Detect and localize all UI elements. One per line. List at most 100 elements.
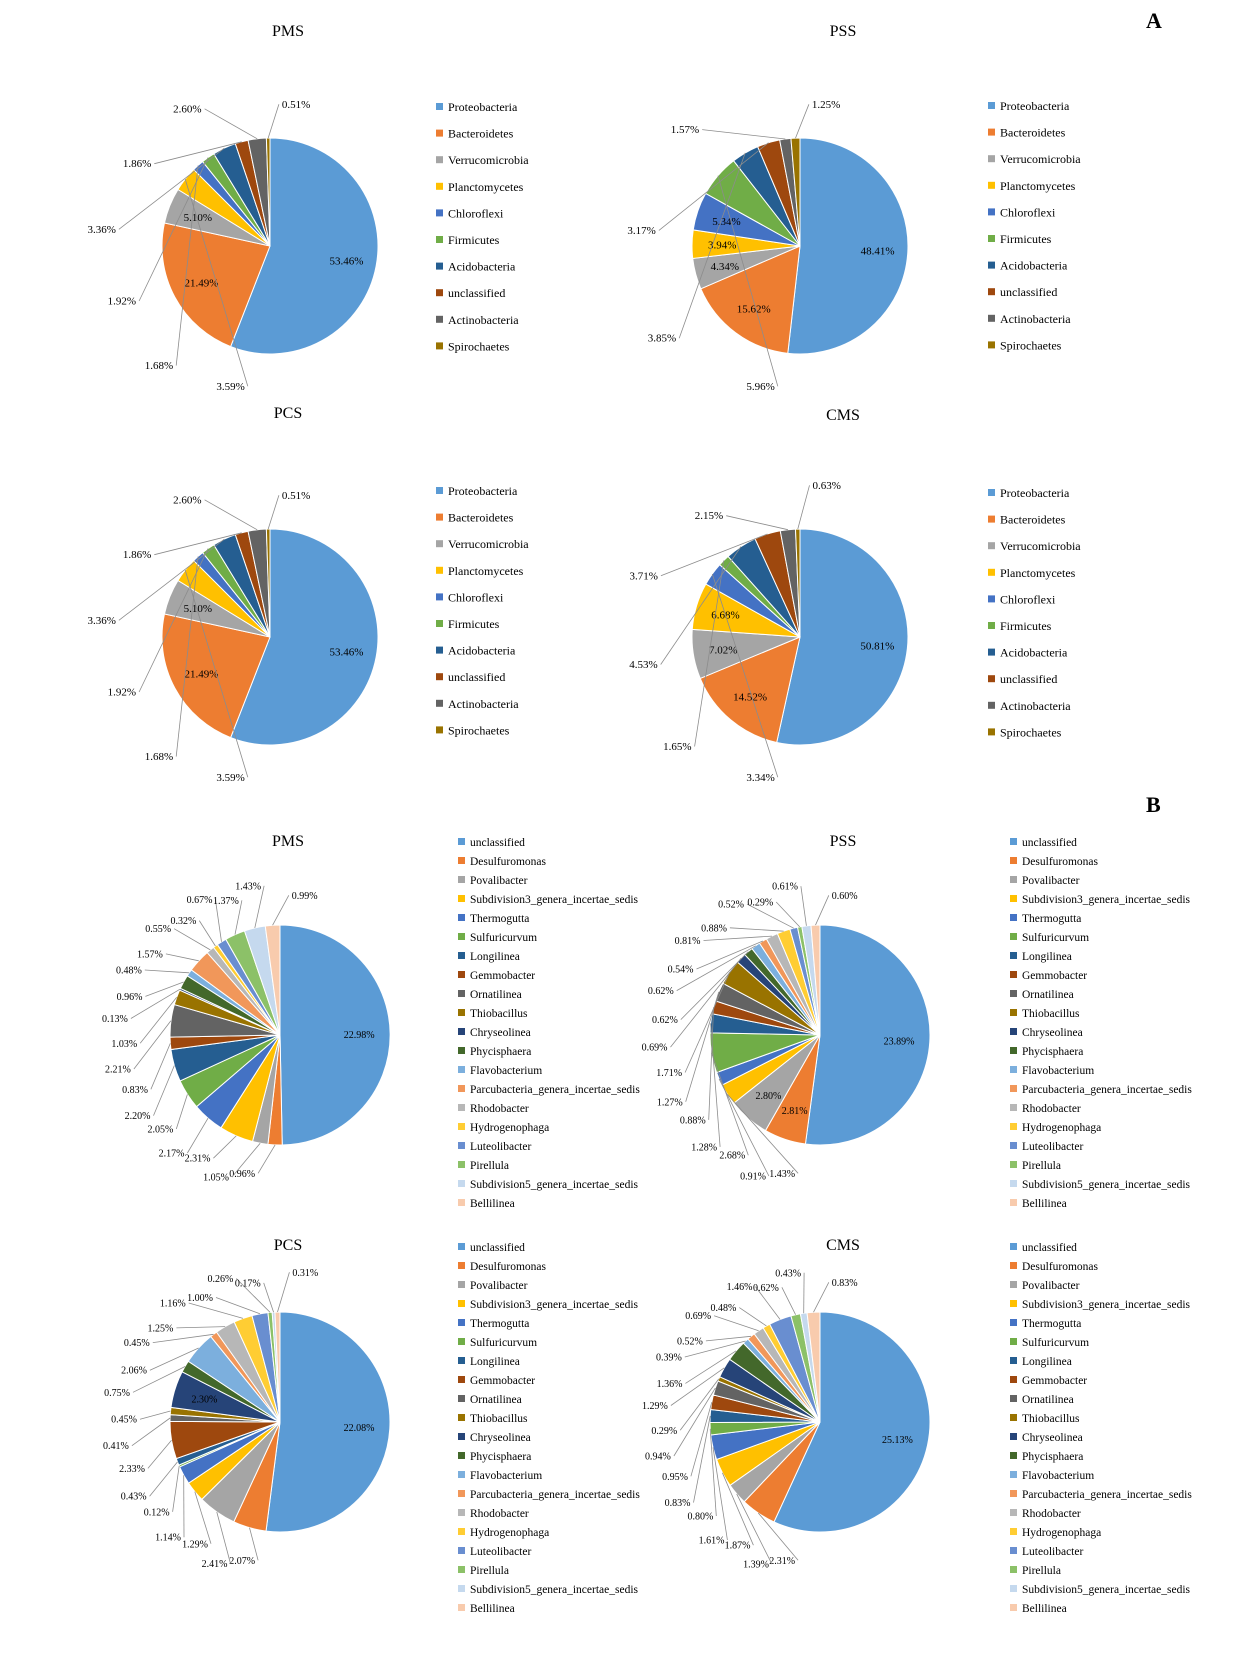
b-pcs-title: PCS [274, 1237, 302, 1254]
b-cms-legend-pirellula: Pirellula [1022, 1565, 1061, 1577]
b-pms-legend-swatch-desulfuromonas [458, 857, 465, 864]
b-cms-leader-parcubacteria-genera-incertae-sedis [706, 1336, 751, 1341]
b-cms-legend-swatch-longilinea [1010, 1357, 1017, 1364]
b-pss-legend-povalibacter: Povalibacter [1022, 875, 1080, 887]
b-pcs-data-label-povalibacter: 2.41% [202, 1559, 228, 1570]
b-cms-legend-swatch-parcubacteria-genera-incertae-sedis [1010, 1490, 1017, 1497]
b-cms-legend-hydrogenophaga: Hydrogenophaga [1022, 1527, 1101, 1539]
a-pcs-title: PCS [274, 405, 302, 422]
b-pss-legend-swatch-thermogutta [1010, 914, 1017, 921]
b-pms-data-label-gemmobacter: 0.83% [122, 1085, 148, 1096]
b-pss-data-label-luteolibacter: 0.52% [718, 899, 744, 910]
b-pms-legend-swatch-rhodobacter [458, 1104, 465, 1111]
b-pcs-legend-swatch-thermogutta [458, 1319, 465, 1326]
b-pms-legend-swatch-bellilinea [458, 1199, 465, 1206]
a-cms-legend-swatch-verrucomicrobia [988, 542, 995, 549]
b-pcs-legend-swatch-sulfuricurvum [458, 1338, 465, 1345]
b-pcs-legend-flavobacterium: Flavobacterium [470, 1470, 542, 1482]
a-pss-legend-swatch-unclassified [988, 288, 995, 295]
b-cms-data-label-rhodobacter: 0.69% [685, 1311, 711, 1322]
a-pss-data-label-verrucomicrobia: 4.34% [711, 261, 739, 273]
b-cms-leader-rhodobacter [714, 1316, 759, 1331]
b-cms-data-label-sulfuricurvum: 0.80% [687, 1512, 713, 1523]
a-cms-legend-planctomycetes: Planctomycetes [1000, 566, 1076, 580]
b-pcs-data-label-thermogutta: 1.14% [155, 1533, 181, 1544]
a-pms-data-label-spirochaetes: 0.51% [282, 99, 310, 111]
b-pms-leader-longilinea [154, 1066, 175, 1116]
a-pcs-data-label-unclassified: 1.86% [123, 549, 151, 561]
b-pms-leader-subdivision3-genera-incertae-sedis [213, 1136, 236, 1158]
b-pss-legend-swatch-phycisphaera [1010, 1047, 1017, 1054]
b-pcs-legend-gemmobacter: Gemmobacter [470, 1375, 535, 1387]
b-pms-legend-swatch-hydrogenophaga [458, 1123, 465, 1130]
a-pcs-leader-actinobacteria [205, 500, 258, 530]
b-pss-legend-rhodobacter: Rhodobacter [1022, 1103, 1081, 1115]
b-cms-legend-sulfuricurvum: Sulfuricurvum [1022, 1337, 1089, 1349]
a-pcs-legend-swatch-verrucomicrobia [436, 540, 443, 547]
a-cms-data-label-bacteroidetes: 14.52% [733, 692, 767, 704]
b-pms-legend-subdivision3-genera-incertae-sedis: Subdivision3_genera_incertae_sedis [470, 894, 639, 906]
b-cms-legend-swatch-rhodobacter [1010, 1509, 1017, 1516]
b-pcs-legend-swatch-gemmobacter [458, 1376, 465, 1383]
b-pcs-legend-pirellula: Pirellula [470, 1565, 509, 1577]
b-pms-legend-flavobacterium: Flavobacterium [470, 1065, 542, 1077]
a-cms-leader-actinobacteria [726, 516, 788, 530]
a-pms-legend-swatch-planctomycetes [436, 183, 443, 190]
b-pss-legend-subdivision3-genera-incertae-sedis: Subdivision3_genera_incertae_sedis [1022, 894, 1191, 906]
a-pss-legend-swatch-proteobacteria [988, 102, 995, 109]
b-pms-data-label-luteolibacter: 0.67% [187, 895, 213, 906]
a-pms-data-label-firmicutes: 1.92% [108, 296, 136, 308]
a-pms-data-label-planctomycetes: 3.59% [216, 381, 244, 393]
a-pms-data-label-acidobacteria: 3.36% [87, 224, 115, 236]
b-pss-legend-swatch-hydrogenophaga [1010, 1123, 1017, 1130]
a-pss-legend-bacteroidetes: Bacteroidetes [1000, 126, 1066, 140]
a-pcs-legend-acidobacteria: Acidobacteria [448, 644, 516, 658]
a-pcs-legend-spirochaetes: Spirochaetes [448, 723, 510, 737]
a-cms-legend-bacteroidetes: Bacteroidetes [1000, 513, 1066, 527]
b-pms-data-label-sulfuricurvum: 2.05% [147, 1125, 173, 1136]
a-pss-data-label-unclassified: 3.17% [627, 225, 655, 237]
a-pms-legend-bacteroidetes: Bacteroidetes [448, 127, 514, 141]
b-pms-legend-swatch-ornatilinea [458, 990, 465, 997]
a-pcs-legend-swatch-bacteroidetes [436, 514, 443, 521]
b-pss-data-label-rhodobacter: 0.81% [675, 936, 701, 947]
b-cms-legend-swatch-sulfuricurvum [1010, 1338, 1017, 1345]
b-cms-data-label-longilinea: 0.83% [665, 1498, 691, 1509]
b-pcs-leader-luteolibacter [216, 1298, 260, 1314]
b-pms-data-label-pirellula: 1.37% [213, 896, 239, 907]
b-cms-data-label-phycisphaera: 1.36% [657, 1379, 683, 1390]
b-pcs-legend-swatch-hydrogenophaga [458, 1528, 465, 1535]
b-pms-legend-gemmobacter: Gemmobacter [470, 970, 535, 982]
b-pms-legend-ornatilinea: Ornatilinea [470, 989, 522, 1001]
b-pss-legend-swatch-gemmobacter [1010, 971, 1017, 978]
b-pms-legend-swatch-pirellula [458, 1161, 465, 1168]
b-cms-leader-pirellula [782, 1287, 796, 1314]
a-pms-data-label-chloroflexi: 1.68% [145, 360, 173, 372]
b-pss-legend-swatch-parcubacteria-genera-incertae-sedis [1010, 1085, 1017, 1092]
a-pms-legend-swatch-spirochaetes [436, 342, 443, 349]
b-pcs-data-label-sulfuricurvum: 0.12% [144, 1507, 170, 1518]
a-pcs-legend-bacteroidetes: Bacteroidetes [448, 511, 514, 525]
b-pms-legend-luteolibacter: Luteolibacter [470, 1141, 531, 1153]
b-cms-legend-luteolibacter: Luteolibacter [1022, 1546, 1083, 1558]
b-cms-legend-flavobacterium: Flavobacterium [1022, 1470, 1094, 1482]
b-pcs-legend-subdivision3-genera-incertae-sedis: Subdivision3_genera_incertae_sedis [470, 1299, 639, 1311]
b-cms-data-label-subdivision3-genera-incertae-sedis: 1.87% [725, 1541, 751, 1552]
b-pms-legend-swatch-subdivision5-genera-incertae-sedis [458, 1180, 465, 1187]
b-pms-data-label-parcubacteria-genera-incertae-sedis: 1.57% [137, 949, 163, 960]
a-cms-legend-firmicutes: Firmicutes [1000, 619, 1052, 633]
b-cms-legend-swatch-pirellula [1010, 1566, 1017, 1573]
a-pms-legend-swatch-proteobacteria [436, 103, 443, 110]
a-pms-legend-chloroflexi: Chloroflexi [448, 206, 504, 220]
b-pcs-data-label-unclassified: 22.08% [344, 1423, 375, 1434]
a-pss-legend-proteobacteria: Proteobacteria [1000, 99, 1070, 113]
b-pcs-legend-swatch-subdivision3-genera-incertae-sedis [458, 1300, 465, 1307]
b-pms-legend-swatch-thiobacillus [458, 1009, 465, 1016]
a-cms-data-label-verrucomicrobia: 7.02% [709, 644, 737, 656]
b-pss-legend-swatch-rhodobacter [1010, 1104, 1017, 1111]
b-pss-data-label-subdivision3-genera-incertae-sedis: 1.43% [769, 1169, 795, 1180]
a-pcs-legend-proteobacteria: Proteobacteria [448, 484, 518, 498]
a-cms-title: CMS [826, 407, 860, 424]
a-cms-legend-swatch-acidobacteria [988, 649, 995, 656]
b-pss-legend-bellilinea: Bellilinea [1022, 1198, 1067, 1210]
